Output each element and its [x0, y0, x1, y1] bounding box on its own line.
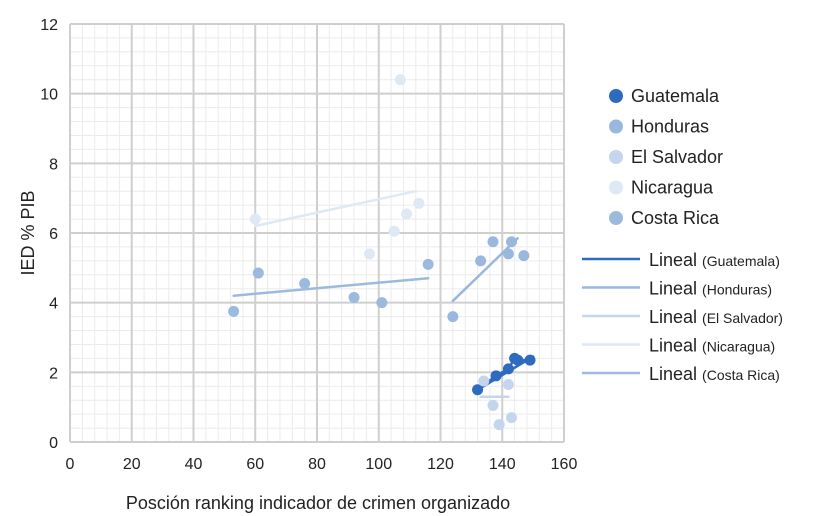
- y-tick-label: 10: [40, 87, 58, 104]
- data-point: [472, 384, 484, 396]
- legend-marker: [609, 211, 623, 225]
- y-tick-label: 6: [49, 226, 58, 243]
- data-point: [502, 363, 514, 375]
- legend-label: El Salvador: [631, 147, 723, 167]
- legend-marker: [609, 89, 623, 103]
- legend-marker: [609, 150, 623, 164]
- y-tick-label: 8: [49, 156, 58, 173]
- x-tick-label: 0: [66, 456, 75, 473]
- trendline: [451, 236, 519, 303]
- data-point: [376, 297, 388, 309]
- trendline: [232, 277, 430, 297]
- x-tick-label: 120: [427, 456, 454, 473]
- data-point: [363, 248, 375, 260]
- data-point: [348, 291, 360, 303]
- y-tick-label: 4: [49, 296, 58, 313]
- legend-label-series: (El Salvador): [702, 310, 783, 326]
- legend: Guatemala Honduras El Salvador Nicaragua Cos…: [582, 86, 783, 384]
- data-point: [512, 354, 524, 366]
- trendline: [254, 189, 418, 228]
- data-point: [487, 399, 499, 411]
- x-tick-label: 40: [185, 456, 203, 473]
- x-tick-label: 160: [551, 456, 578, 473]
- legend-label: Honduras: [631, 117, 709, 137]
- x-tick-label: 100: [365, 456, 392, 473]
- data-point: [388, 225, 400, 237]
- legend-label: Lineal (Honduras): [649, 279, 772, 299]
- data-point: [422, 258, 434, 270]
- data-point: [506, 412, 518, 424]
- x-tick-label: 140: [489, 456, 516, 473]
- data-point: [401, 208, 413, 220]
- legend-label: Lineal (Guatemala): [649, 250, 780, 270]
- data-point: [524, 354, 536, 366]
- legend-label-main: Lineal: [649, 307, 702, 327]
- y-tick-label: 0: [49, 435, 58, 452]
- legend-label: Nicaragua: [631, 178, 714, 198]
- y-axis-title: IED % PIB: [18, 190, 38, 275]
- legend-marker: [609, 119, 623, 134]
- data-point: [506, 236, 518, 248]
- legend-label: Guatemala: [631, 86, 720, 106]
- data-point: [502, 248, 514, 260]
- legend-label: Lineal (Nicaragua): [649, 336, 775, 356]
- x-tick-label: 60: [246, 456, 264, 473]
- legend-label-series: (Nicaragua): [702, 339, 775, 355]
- legend-label-main: Lineal: [649, 336, 702, 356]
- legend-label-main: Lineal: [649, 364, 702, 384]
- data-point: [490, 370, 502, 382]
- legend-label-series: (Costa Rica): [702, 367, 780, 383]
- legend-label-series: (Guatemala): [702, 253, 780, 269]
- data-point: [487, 236, 499, 248]
- data-point: [518, 250, 530, 262]
- legend-label: Costa Rica: [631, 208, 720, 228]
- legend-label: Lineal (El Salvador): [649, 307, 783, 327]
- y-tick-label: 12: [40, 17, 58, 34]
- x-tick-label: 20: [123, 456, 141, 473]
- legend-label-main: Lineal: [649, 279, 702, 299]
- data-point: [252, 267, 264, 279]
- data-point: [413, 197, 425, 209]
- major-gridlines: [69, 23, 565, 443]
- data-point: [475, 255, 487, 267]
- data-point: [493, 419, 505, 431]
- x-axis-title: Posción ranking indicador de crimen orga…: [126, 493, 510, 513]
- x-tick-label: 80: [308, 456, 326, 473]
- data-point: [502, 379, 514, 391]
- data-point: [249, 213, 261, 225]
- data-point: [394, 74, 406, 86]
- legend-label-series: (Honduras): [702, 282, 772, 298]
- data-point: [478, 375, 490, 387]
- y-tick-label: 2: [49, 365, 58, 382]
- legend-label-main: Lineal: [649, 250, 702, 270]
- data-point: [299, 278, 311, 290]
- data-points: [228, 74, 536, 431]
- trendlines: [232, 189, 535, 398]
- data-point: [228, 305, 240, 317]
- legend-label: Lineal (Costa Rica): [649, 364, 780, 384]
- data-point: [447, 311, 459, 323]
- legend-marker: [609, 180, 623, 195]
- tick-labels: 0 20 40 60 80 100 120 140 160 0 2 4 6 8 10 12: [40, 17, 577, 473]
